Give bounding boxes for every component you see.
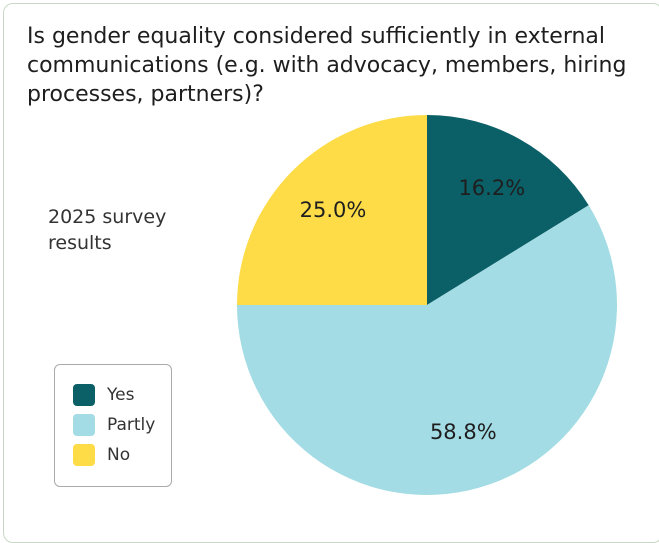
legend-label: Yes (107, 385, 135, 405)
data-label: 25.0% (300, 198, 367, 222)
chart: 16.2% 58.8% 25.0% (237, 115, 617, 495)
pie-slice (237, 205, 617, 495)
legend-swatch (73, 444, 95, 466)
page: {"chart_data": {"type": "pie", "title": … (3, 3, 659, 543)
pie-slice (427, 115, 589, 305)
chart-title: Is gender equality considered sufficient… (27, 24, 627, 107)
legend-item: No (73, 443, 130, 467)
legend-label: No (107, 445, 131, 465)
data-label: 58.8% (430, 420, 497, 444)
legend-label: Partly (107, 415, 156, 435)
legend-swatch (73, 414, 95, 436)
legend-item: Yes (73, 383, 134, 407)
pie-slice (237, 115, 427, 305)
legend-swatch (73, 384, 95, 406)
chart-subtitle: 2025 survey results (48, 206, 167, 254)
legend-item: Partly (73, 413, 155, 437)
data-label: 16.2% (458, 176, 525, 200)
legend: Yes Partly No (54, 364, 172, 487)
